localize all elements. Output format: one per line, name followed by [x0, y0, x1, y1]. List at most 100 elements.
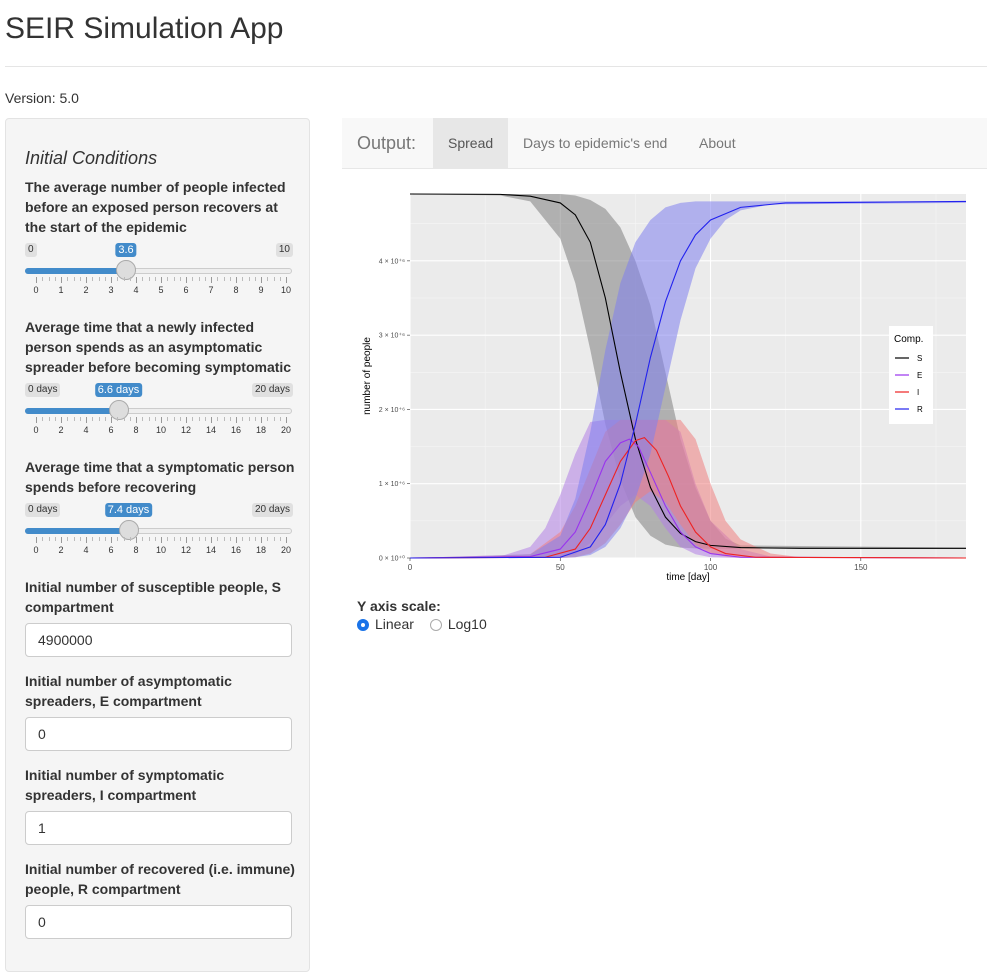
slider-tick [248, 537, 250, 541]
r0c-input[interactable]: 0 [25, 905, 292, 939]
legend-label-S: S [917, 354, 922, 363]
slider-tick [136, 277, 137, 283]
slider-tick [148, 417, 150, 421]
slider-tick [54, 417, 56, 421]
slider-tick [142, 417, 144, 421]
incubation-label: Average time that a newly infected perso… [25, 319, 292, 375]
slider-tick [54, 277, 56, 281]
tab-spread[interactable]: Spread [433, 118, 509, 168]
slider-tick [173, 417, 175, 421]
band-I [410, 419, 966, 558]
slider-tick-label: 6 [108, 545, 114, 555]
incubation-slider[interactable]: 0 days 20 days 6.6 days 0 2 4 6 8 10 12 14 16 18 20 [25, 383, 293, 435]
seir-chart: 0 50 100 150 0 × 10⁺⁰ 1 × 10⁺⁶ 2 × 10⁺⁶ 3 × 10⁺… [342, 180, 987, 590]
r0-slider[interactable]: 0 10 3.6 0 1 2 3 4 5 6 7 8 9 10 [25, 243, 293, 295]
s0-input[interactable]: 4900000 [25, 623, 292, 657]
slider-min-label: 0 days [25, 503, 61, 517]
slider-tick [267, 277, 269, 281]
slider-max-label: 10 [275, 243, 293, 257]
radio-linear-circle[interactable] [357, 619, 369, 632]
slider-tick [211, 537, 212, 543]
slider-tick [79, 277, 81, 281]
slider-tick-label: 18 [255, 425, 267, 435]
slider-handle[interactable] [108, 400, 129, 420]
slider-tick [223, 277, 225, 281]
radio-linear-label: Linear [375, 616, 414, 632]
slider-tick [204, 277, 206, 281]
slider-tick [48, 537, 50, 541]
slider-tick [167, 277, 169, 281]
tab-about[interactable]: About [699, 135, 736, 151]
slider-tick [36, 537, 37, 543]
legend-label-I: I [917, 388, 919, 397]
slider-tick [104, 537, 106, 541]
radio-linear[interactable]: Linear [357, 616, 414, 632]
recovery-slider[interactable]: 0 days 20 days 7.4 days 0 2 4 6 8 10 12 14 16 18 20 [25, 503, 293, 555]
slider-tick [79, 417, 81, 421]
e0-input[interactable]: 0 [25, 717, 292, 751]
slider-tick [42, 537, 44, 541]
slider-tick [73, 417, 75, 421]
slider-value-label: 3.6 [115, 243, 137, 257]
slider-tick [261, 417, 262, 423]
slider-tick [179, 537, 181, 541]
slider-tick [54, 537, 56, 541]
slider-tick [267, 417, 269, 421]
slider-tick [73, 277, 75, 281]
slider-tick-label: 6 [108, 425, 114, 435]
slider-tick [179, 417, 181, 421]
slider-tick [261, 537, 262, 543]
slider-tick [254, 537, 256, 541]
slider-tick [261, 277, 262, 283]
slider-tick [254, 277, 256, 281]
radio-log10-label: Log10 [447, 616, 487, 632]
x-axis-label: time [day] [666, 572, 710, 583]
band-R [410, 201, 966, 558]
slider-tick [273, 537, 275, 541]
slider-tick [154, 537, 156, 541]
series-line-S [409, 193, 966, 549]
i0-input[interactable]: 1 [25, 811, 292, 845]
slider-tick [92, 417, 94, 421]
output-navbar: Output: Spread Days to epidemic's end Ab… [342, 118, 987, 169]
slider-tick [198, 537, 200, 541]
slider-tick [123, 417, 125, 421]
tab-days-to-end[interactable]: Days to epidemic's end [523, 135, 668, 151]
slider-fill [25, 528, 129, 534]
slider-tick-label: 4 [83, 425, 89, 435]
navbar-brand: Output: [357, 133, 417, 153]
slider-tick-label: 20 [280, 425, 292, 435]
slider-tick [123, 277, 125, 281]
slider-handle[interactable] [116, 260, 136, 280]
slider-tick [192, 277, 194, 281]
slider-handle[interactable] [118, 520, 139, 540]
slider-tick [279, 417, 281, 421]
slider-min-label: 0 days [25, 383, 61, 397]
slider-tick [236, 277, 237, 283]
slider-tick [98, 277, 100, 281]
slider-tick [117, 537, 119, 541]
slider-tick [129, 277, 131, 281]
version-label: Version: 5.0 [5, 90, 79, 106]
slider-tick-label: 14 [205, 545, 217, 555]
radio-log10[interactable]: Log10 [429, 616, 487, 632]
slider-tick [67, 417, 69, 421]
slider-max-label: 20 days [251, 503, 293, 517]
radio-log10-circle[interactable] [429, 619, 442, 632]
slider-tick-label: 5 [158, 285, 164, 295]
slider-tick [48, 417, 50, 421]
slider-tick [279, 277, 281, 281]
slider-tick [198, 417, 200, 421]
slider-tick [286, 417, 287, 423]
slider-tick [48, 277, 50, 281]
slider-tick [242, 537, 244, 541]
slider-tick [229, 277, 231, 281]
slider-tick [86, 417, 87, 423]
slider-tick [198, 277, 200, 281]
slider-tick [248, 277, 250, 281]
slider-tick [148, 277, 150, 281]
slider-tick [192, 537, 194, 541]
slider-fill [25, 268, 126, 274]
slider-max-label: 20 days [251, 383, 293, 397]
slider-tick [67, 537, 69, 541]
